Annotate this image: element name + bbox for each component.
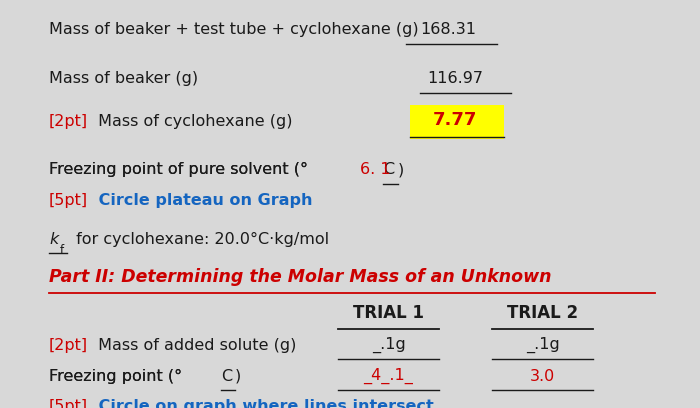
Text: TRIAL 2: TRIAL 2 [507, 304, 578, 322]
Text: 6. 1: 6. 1 [360, 162, 391, 177]
Text: C: C [220, 368, 232, 384]
Text: Mass of beaker + test tube + cyclohexane (g): Mass of beaker + test tube + cyclohexane… [49, 22, 419, 37]
Text: Freezing point (°: Freezing point (° [49, 368, 182, 384]
Text: ): ) [235, 368, 241, 384]
Text: Mass of added solute (g): Mass of added solute (g) [93, 338, 297, 353]
Text: C: C [383, 162, 394, 177]
FancyBboxPatch shape [410, 105, 504, 139]
Text: TRIAL 1: TRIAL 1 [353, 304, 424, 322]
Text: Circle plateau on Graph: Circle plateau on Graph [93, 193, 313, 208]
Text: Freezing point of pure solvent (°: Freezing point of pure solvent (° [49, 162, 308, 177]
Text: [5pt]: [5pt] [49, 193, 88, 208]
Text: 3.0: 3.0 [530, 368, 555, 384]
Text: f: f [60, 244, 64, 257]
Text: Freezing point of pure solvent (°: Freezing point of pure solvent (° [49, 162, 308, 177]
Text: _4_.1_: _4_.1_ [363, 367, 414, 384]
Text: 168.31: 168.31 [420, 22, 476, 37]
Text: _.1g: _.1g [372, 337, 405, 353]
Text: _.1g: _.1g [526, 337, 559, 353]
Text: Mass of beaker (g): Mass of beaker (g) [49, 71, 198, 86]
Text: 116.97: 116.97 [427, 71, 483, 86]
Text: Part II: Determining the Molar Mass of an Unknown: Part II: Determining the Molar Mass of a… [49, 268, 552, 286]
Text: Mass of cyclohexane (g): Mass of cyclohexane (g) [93, 113, 293, 129]
Text: [5pt]: [5pt] [49, 399, 88, 408]
Text: Freezing point (°: Freezing point (° [49, 368, 182, 384]
Text: Circle on graph where lines intersect: Circle on graph where lines intersect [93, 399, 434, 408]
Text: k: k [49, 232, 58, 247]
Text: ): ) [398, 162, 404, 177]
Text: for cyclohexane: 20.0°C·kg/mol: for cyclohexane: 20.0°C·kg/mol [71, 232, 330, 247]
Text: 7.77: 7.77 [433, 111, 477, 129]
Text: [2pt]: [2pt] [49, 338, 88, 353]
Text: [2pt]: [2pt] [49, 113, 88, 129]
